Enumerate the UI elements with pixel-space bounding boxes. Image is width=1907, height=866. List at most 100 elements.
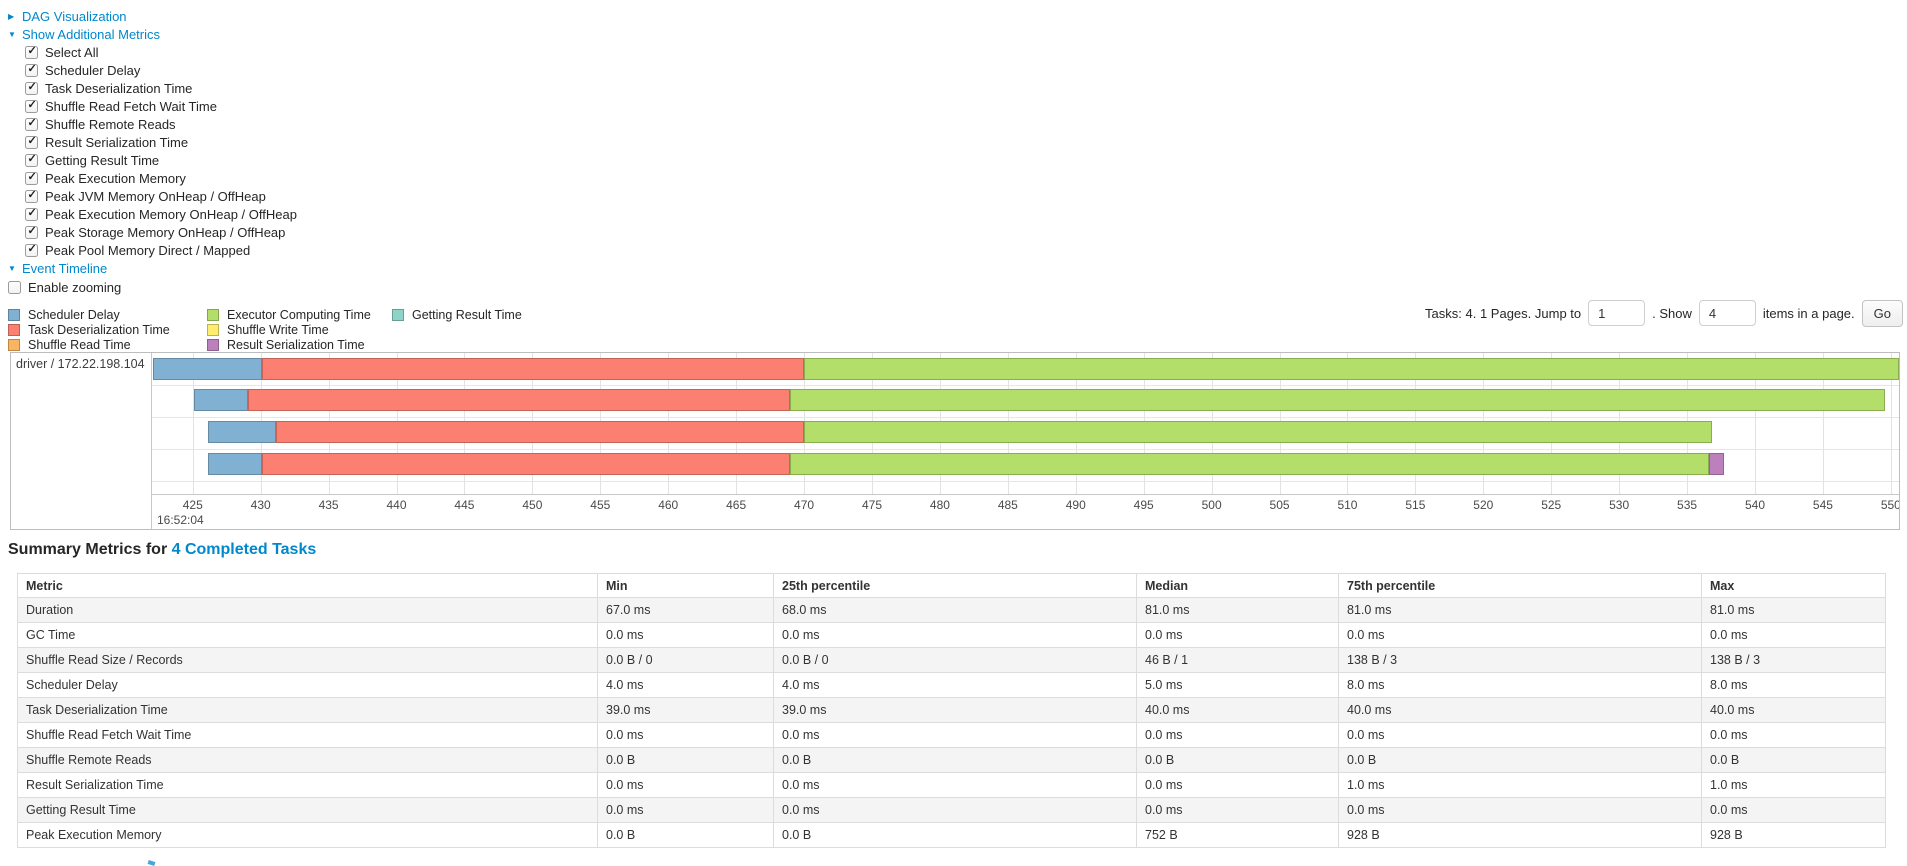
task-segment-task-deserialization[interactable] xyxy=(262,358,805,380)
metric-checkbox[interactable] xyxy=(25,153,38,167)
metric-checkbox-label: Shuffle Read Fetch Wait Time xyxy=(45,98,217,114)
show-additional-metrics-link[interactable]: Show Additional Metrics xyxy=(22,26,161,42)
task-segment-task-deserialization[interactable] xyxy=(262,453,791,475)
pagination-items-text: items in a page. xyxy=(1762,305,1855,321)
metric-checkbox-row: Peak Execution Memory xyxy=(25,169,297,187)
metric-checkbox[interactable] xyxy=(25,45,38,59)
metric-value-cell: 0.0 ms xyxy=(773,772,1137,798)
metric-checkbox-label: Peak Storage Memory OnHeap / OffHeap xyxy=(45,224,286,240)
metric-checkbox-row: Peak Pool Memory Direct / Mapped xyxy=(25,241,297,259)
table-header-cell: Median xyxy=(1136,573,1339,598)
table-row: Duration 67.0 ms 68.0 ms 81.0 ms 81.0 ms 81.0… xyxy=(17,597,1886,623)
task-segment-task-deserialization[interactable] xyxy=(275,421,805,443)
table-row: Scheduler Delay 4.0 ms 4.0 ms 5.0 ms 8.0 ms 8… xyxy=(17,672,1886,698)
axis-tick-label: 510 xyxy=(1337,498,1358,512)
jump-to-page-input[interactable] xyxy=(1588,300,1646,326)
show-additional-metrics-toggle[interactable]: ▼ Show Additional Metrics xyxy=(8,25,160,43)
metric-name-cell: Scheduler Delay xyxy=(17,672,598,698)
metric-value-cell: 0.0 ms xyxy=(1136,772,1339,798)
task-segment-result-serialization[interactable] xyxy=(1708,453,1724,475)
metric-value-cell: 4.0 ms xyxy=(773,672,1137,698)
metric-value-cell: 0.0 B xyxy=(773,822,1137,848)
metric-value-cell: 0.0 B xyxy=(1701,747,1886,773)
expanded-arrow-icon: ▼ xyxy=(8,263,16,273)
axis-tick-label: 490 xyxy=(1065,498,1086,512)
axis-tick-label: 445 xyxy=(454,498,475,512)
task-segment-scheduler-delay[interactable] xyxy=(207,421,276,443)
table-header-cell: Metric xyxy=(17,573,598,598)
metric-checkbox[interactable] xyxy=(25,243,38,257)
axis-tick-label: 525 xyxy=(1541,498,1562,512)
timeline-axis-line xyxy=(152,494,1899,495)
metric-value-cell: 40.0 ms xyxy=(1338,697,1702,723)
items-per-page-input[interactable] xyxy=(1698,300,1756,326)
timeline-time-label: 16:52:04 xyxy=(157,513,204,527)
metric-checkbox[interactable] xyxy=(25,63,38,77)
table-header-cell: 75th percentile xyxy=(1338,573,1702,598)
metric-checkbox[interactable] xyxy=(25,117,38,131)
table-row: Shuffle Read Fetch Wait Time 0.0 ms 0.0 ms… xyxy=(17,722,1886,748)
metric-value-cell: 0.0 ms xyxy=(1701,797,1886,823)
getting-result-swatch-icon xyxy=(392,308,404,321)
metric-value-cell: 40.0 ms xyxy=(1701,697,1886,723)
metric-checkbox[interactable] xyxy=(25,225,38,239)
summary-metrics-table: Metric Min 25th percentile Median 75th perce… xyxy=(17,573,1886,848)
metric-value-cell: 0.0 ms xyxy=(1136,722,1339,748)
expanded-arrow-icon: ▼ xyxy=(8,29,16,39)
metric-value-cell: 68.0 ms xyxy=(773,597,1137,623)
metric-value-cell: 0.0 B xyxy=(1136,747,1339,773)
result-serialization-swatch-icon xyxy=(207,339,219,352)
dag-visualization-link[interactable]: DAG Visualization xyxy=(22,8,127,24)
metric-checkbox[interactable] xyxy=(25,135,38,149)
task-segment-executor-computing[interactable] xyxy=(790,389,1886,411)
axis-tick-label: 505 xyxy=(1269,498,1290,512)
axis-tick-label: 480 xyxy=(929,498,950,512)
metric-checkbox-row: Task Deserialization Time xyxy=(25,79,297,97)
timeline-row-separator xyxy=(152,480,1899,482)
dag-visualization-toggle[interactable]: ▶ DAG Visualization xyxy=(8,7,127,25)
timeline-gridline xyxy=(192,353,194,494)
legend-item: Getting Result Time xyxy=(392,307,522,322)
axis-tick-label: 425 xyxy=(182,498,203,512)
legend-item: Task Deserialization Time xyxy=(8,322,170,337)
timeline-gridline xyxy=(1890,353,1892,494)
summary-metrics-title: Summary Metrics for 4 Completed Tasks xyxy=(8,541,316,559)
task-segment-task-deserialization[interactable] xyxy=(248,389,791,411)
metric-value-cell: 8.0 ms xyxy=(1701,672,1886,698)
task-pagination: Tasks: 4. 1 Pages. Jump to . Show items … xyxy=(1425,296,1903,330)
legend-label: Executor Computing Time xyxy=(227,307,371,322)
table-row: Shuffle Read Size / Records 0.0 B / 0 0.0 … xyxy=(17,647,1886,673)
summary-title-text: Summary Metrics for xyxy=(8,541,172,558)
legend-label: Shuffle Write Time xyxy=(227,323,329,338)
metric-checkbox[interactable] xyxy=(25,81,38,95)
event-timeline-link[interactable]: Event Timeline xyxy=(22,260,108,276)
metric-checkbox[interactable] xyxy=(25,171,38,185)
axis-tick-label: 520 xyxy=(1473,498,1494,512)
task-segment-scheduler-delay[interactable] xyxy=(153,358,263,380)
legend-item: Result Serialization Time xyxy=(207,338,371,353)
event-timeline-toggle[interactable]: ▼ Event Timeline xyxy=(8,259,107,277)
timeline-row-separator xyxy=(152,416,1899,418)
enable-zooming-checkbox[interactable] xyxy=(8,280,21,294)
metric-checkbox[interactable] xyxy=(25,189,38,203)
metric-value-cell: 0.0 ms xyxy=(1136,797,1339,823)
table-header-row: Metric Min 25th percentile Median 75th perce… xyxy=(17,573,1886,598)
metric-checkbox-label: Peak Execution Memory OnHeap / OffHeap xyxy=(45,206,297,222)
axis-tick-label: 515 xyxy=(1405,498,1426,512)
task-segment-scheduler-delay[interactable] xyxy=(194,389,249,411)
metric-checkbox[interactable] xyxy=(25,99,38,113)
axis-tick-label: 435 xyxy=(318,498,339,512)
go-button[interactable]: Go xyxy=(1861,299,1903,327)
metric-checkbox-label: Peak Execution Memory xyxy=(45,170,186,186)
axis-tick-label: 430 xyxy=(250,498,271,512)
task-segment-executor-computing[interactable] xyxy=(790,453,1709,475)
task-segment-scheduler-delay[interactable] xyxy=(207,453,263,475)
enable-zooming-row: Enable zooming xyxy=(8,278,121,296)
metric-checkbox-row: Peak Storage Memory OnHeap / OffHeap xyxy=(25,223,297,241)
metric-value-cell: 81.0 ms xyxy=(1701,597,1886,623)
task-segment-executor-computing[interactable] xyxy=(804,358,1899,380)
metric-checkbox[interactable] xyxy=(25,207,38,221)
completed-tasks-link[interactable]: 4 Completed Tasks xyxy=(171,541,317,558)
task-segment-executor-computing[interactable] xyxy=(804,421,1712,443)
metric-name-cell: Shuffle Remote Reads xyxy=(17,747,598,773)
